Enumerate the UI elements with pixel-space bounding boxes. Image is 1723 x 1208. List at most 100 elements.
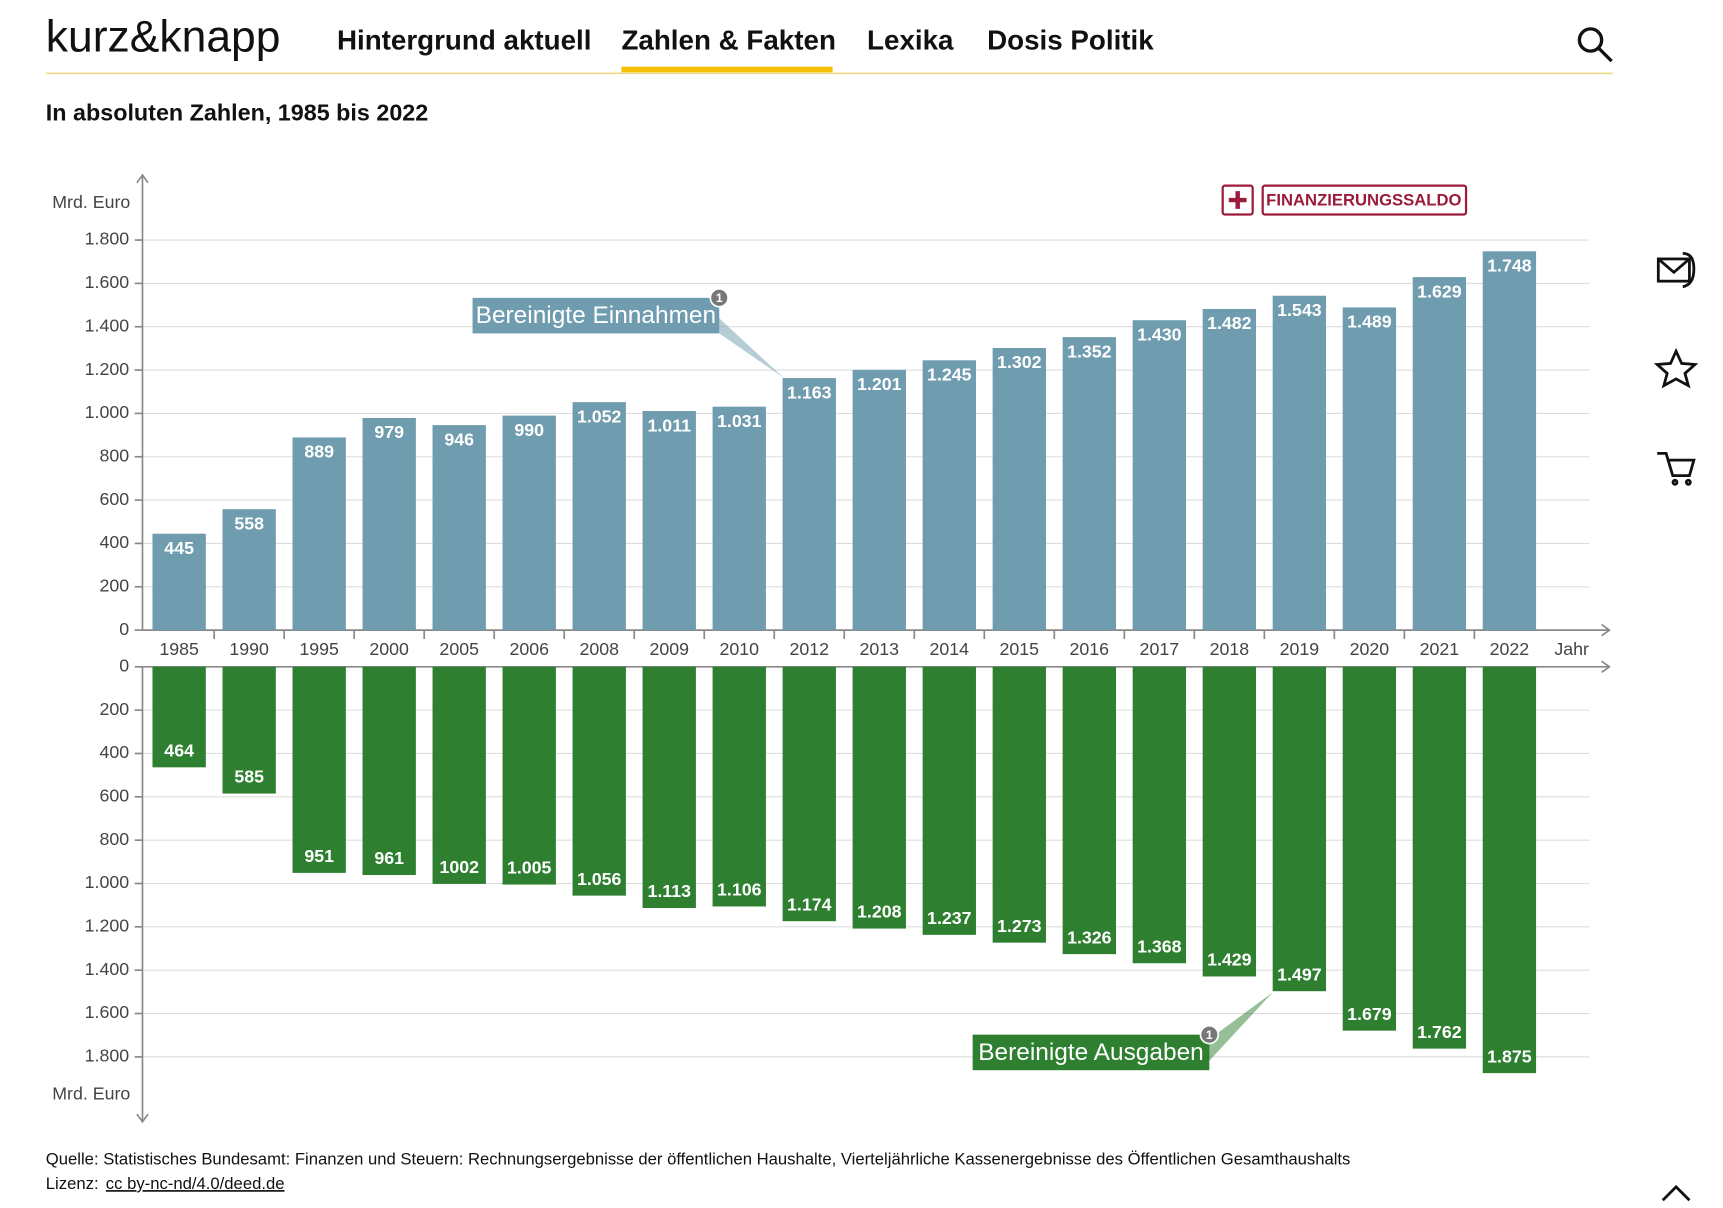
y-tick-label: 1.600: [85, 1002, 130, 1022]
x-tick-label: 1995: [299, 639, 339, 659]
value-label: 1.629: [1417, 281, 1462, 301]
x-tick-label: 2009: [649, 639, 689, 659]
logo[interactable]: kurz&knapp: [46, 13, 281, 62]
y-tick-label: 600: [99, 489, 129, 509]
x-tick-label: 2016: [1070, 639, 1110, 659]
plus-icon[interactable]: [1228, 191, 1247, 209]
y-tick-label: 800: [99, 829, 129, 849]
x-tick-label: 2013: [860, 639, 900, 659]
legend-button[interactable]: FINANZIERUNGSSALDO: [1221, 184, 1468, 216]
bar: [922, 666, 976, 935]
value-label: 585: [234, 767, 264, 787]
value-label: 1.543: [1277, 300, 1322, 320]
bar: [852, 666, 906, 929]
value-label: 1.174: [787, 894, 832, 914]
x-axis-arrow: [1601, 623, 1611, 637]
value-label: 1.326: [1067, 927, 1112, 947]
x-tick-label: 2005: [439, 639, 479, 659]
bar: [362, 417, 416, 631]
value-label: 1.497: [1277, 964, 1322, 984]
bar: [712, 666, 766, 907]
bar: [152, 533, 206, 631]
bar: [992, 347, 1046, 631]
value-label: 1.489: [1347, 312, 1392, 332]
value-label: 946: [444, 429, 474, 449]
y-tick-label: 0: [119, 619, 129, 639]
value-label: 961: [374, 848, 404, 868]
value-label: 1.005: [507, 858, 552, 878]
note-marker-label: 1: [1206, 1028, 1213, 1042]
bar: [502, 666, 556, 885]
x-tick-label: 2018: [1210, 639, 1250, 659]
nav-item[interactable]: Lexika: [867, 25, 954, 56]
callout-label: Bereinigte Einnahmen: [476, 302, 716, 329]
mail-icon[interactable]: [1656, 251, 1696, 289]
value-label: 1.011: [648, 415, 692, 435]
x-tick-label: 2000: [369, 639, 409, 659]
legend-frame[interactable]: [1261, 184, 1468, 216]
bar: [992, 666, 1046, 943]
x-tick-label: 2019: [1280, 639, 1320, 659]
callout-pointer: [711, 311, 784, 378]
bar: [572, 402, 626, 631]
bar: [1202, 308, 1257, 631]
x-tick-label: 2017: [1140, 639, 1180, 659]
y-axis-label: Mrd. Euro: [52, 1083, 130, 1103]
value-label: 1.482: [1207, 313, 1252, 333]
y-axis-arrow: [136, 1113, 149, 1124]
bar: [1412, 666, 1467, 1049]
note-marker: [709, 288, 729, 308]
y-tick-label: 400: [99, 532, 129, 552]
bar: [1482, 251, 1537, 631]
value-label: 889: [304, 442, 334, 462]
license-link[interactable]: cc by-nc-nd/4.0/deed.de: [106, 1174, 285, 1193]
y-tick-label: 1.400: [85, 959, 130, 979]
nav-item[interactable]: Zahlen & Fakten: [621, 25, 835, 56]
note-marker: [1199, 1024, 1220, 1045]
y-tick-label: 400: [99, 742, 129, 762]
star-icon[interactable]: [1653, 347, 1699, 389]
nav-item[interactable]: Hintergrund aktuell: [337, 25, 592, 56]
bar: [292, 437, 346, 631]
subtitle: In absoluten Zahlen, 1985 bis 2022: [46, 100, 428, 126]
y-tick-label: 1.800: [85, 1046, 130, 1066]
bar: [292, 666, 346, 873]
scroll-top-icon[interactable]: [1661, 1184, 1691, 1202]
source: Quelle: Statistisches Bundesamt: Finanze…: [46, 1150, 1351, 1169]
y-tick-label: 1.800: [85, 229, 130, 249]
x-tick-label: 2012: [790, 639, 830, 659]
bar: [362, 666, 416, 876]
value-label: 1.113: [648, 881, 692, 901]
legend-label[interactable]: FINANZIERUNGSSALDO: [1266, 191, 1461, 210]
bar: [782, 378, 836, 631]
bar: [152, 666, 206, 768]
cart-icon[interactable]: [1657, 452, 1696, 486]
value-label: 979: [374, 422, 404, 442]
value-label: 951: [304, 846, 334, 866]
nav-item[interactable]: Dosis Politik: [987, 25, 1154, 56]
bar: [782, 666, 836, 922]
bar: [852, 369, 906, 631]
x-tick-label: 2020: [1350, 639, 1390, 659]
value-label: 1.679: [1347, 1004, 1392, 1024]
value-label: 1.052: [577, 406, 622, 426]
x-tick-label: 2022: [1490, 639, 1530, 659]
value-label: 1.031: [717, 411, 762, 431]
note-marker-label: 1: [716, 291, 723, 305]
bar: [1272, 666, 1327, 992]
y-axis-label: Mrd. Euro: [52, 192, 130, 212]
x-tick-label: 2014: [930, 639, 970, 659]
x-tick-label: 1985: [159, 639, 199, 659]
x-tick-label: 1990: [229, 639, 269, 659]
bar: [432, 666, 486, 884]
value-label: 1.163: [787, 382, 832, 402]
bar: [1412, 277, 1467, 631]
bar: [1062, 337, 1116, 631]
bar: [712, 406, 766, 631]
search-icon[interactable]: [1577, 27, 1613, 63]
value-label: 1.368: [1137, 936, 1182, 956]
y-tick-label: 200: [99, 699, 129, 719]
value-label: 1.429: [1207, 950, 1252, 970]
value-label: 1.762: [1417, 1022, 1462, 1042]
bar: [1062, 666, 1116, 955]
